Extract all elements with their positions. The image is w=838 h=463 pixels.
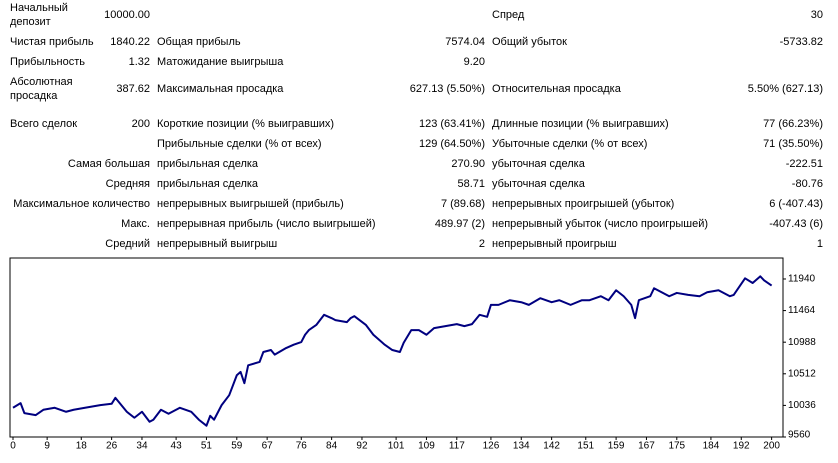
group-label: Средний [105,238,150,250]
stat-value: 7 (89.68) [440,198,485,210]
stat-label: Абсолютная просадка [10,76,73,102]
stat-label: Длинные позиции (% выигравших) [492,118,669,130]
x-tick-label: 84 [326,441,338,452]
stat-value: 1 [816,238,823,250]
x-tick-label: 159 [608,441,625,452]
stat-value: 1.32 [128,56,150,68]
stat-label: убыточная сделка [492,178,585,190]
stat-label: прибыльная сделка [157,178,259,190]
y-tick-label: 11940 [788,274,816,285]
group-label: Средняя [105,178,150,190]
stat-label: Относительная просадка [492,83,621,95]
x-tick-label: 51 [201,441,213,452]
stat-label: непрерывная прибыль (число выигрышей) [157,218,376,230]
x-tick-label: 0 [10,441,16,452]
x-tick-label: 67 [262,441,274,452]
balance-chart: Баланс / Средства / По ценам открытия (б… [9,257,816,452]
x-tick-label: 175 [668,441,685,452]
stat-value: 2 [478,238,485,250]
stat-value: 200 [131,118,150,130]
stat-value: -5733.82 [779,36,823,48]
x-tick-label: 200 [763,441,780,452]
stat-value: 627.13 (5.50%) [409,83,485,95]
stat-label: Максимальная просадка [157,83,284,95]
x-tick-label: 18 [76,441,88,452]
stat-label: Убыточные сделки (% от всех) [492,138,648,150]
stat-label: прибыльная сделка [157,158,259,170]
stat-label: Прибыльность [10,56,85,68]
y-tick-label: 10988 [788,337,816,348]
x-tick-label: 9 [44,441,50,452]
stat-label: Общий убыток [492,36,567,48]
stat-label: Всего сделок [10,118,78,130]
y-tick-label: 11464 [788,305,816,316]
stat-label: Начальный депозит [10,2,68,28]
stat-value: 489.97 (2) [434,218,485,230]
stat-label: непрерывных выигрышей (прибыль) [157,198,344,210]
x-tick-label: 142 [543,441,560,452]
stat-label: непрерывный выигрыш [157,238,278,250]
stat-label: Спред [492,9,525,21]
group-label: Максимальное количество [13,198,150,210]
stat-value: 123 (63.41%) [418,118,485,130]
stat-label: непрерывный проигрыш [492,238,617,250]
stat-value: -407.43 (6) [769,218,823,230]
x-tick-label: 109 [418,441,435,452]
stat-value: 387.62 [116,83,150,95]
stat-value: 71 (35.50%) [763,138,823,150]
x-tick-label: 184 [703,441,720,452]
stat-value: 6 (-407.43) [769,198,823,210]
group-label: Самая большая [67,158,150,170]
stat-value: 30 [810,9,823,21]
x-tick-label: 26 [106,441,118,452]
stat-value: 270.90 [451,158,485,170]
x-tick-label: 59 [231,441,243,452]
stat-value: 10000.00 [104,9,150,21]
y-tick-label: 10036 [788,400,816,411]
stat-label: Матожидание выигрыша [157,56,284,68]
stat-value: 58.71 [457,178,485,190]
x-tick-label: 167 [638,441,655,452]
stat-label: убыточная сделка [492,158,585,170]
stat-value: -80.76 [791,178,823,190]
stat-value: 7574.04 [445,36,485,48]
stat-value: 77 (66.23%) [763,118,823,130]
x-tick-label: 76 [296,441,308,452]
x-tick-label: 151 [577,441,594,452]
x-tick-label: 34 [136,441,148,452]
x-tick-label: 92 [356,441,368,452]
x-tick-label: 117 [449,441,465,452]
x-tick-label: 192 [733,441,750,452]
group-label: Макс. [121,218,150,230]
x-tick-label: 43 [171,441,183,452]
x-tick-label: 126 [483,441,500,452]
stat-label: Прибыльные сделки (% от всех) [157,138,322,150]
balance-line [12,275,773,427]
stat-value: 129 (64.50%) [418,138,485,150]
y-tick-label: 10512 [788,368,816,379]
stat-label: непрерывный убыток (число проигрышей) [492,218,709,230]
stat-label: Общая прибыль [157,36,241,48]
stat-label: Чистая прибыль [10,36,94,48]
stat-value: -222.51 [785,158,823,170]
y-tick-label: 9560 [788,430,811,441]
stat-value: 5.50% (627.13) [747,83,823,95]
x-tick-label: 134 [513,441,530,452]
stat-value: 1840.22 [110,36,150,48]
stat-label: непрерывных проигрышей (убыток) [492,198,675,210]
stat-value: 9.20 [463,56,485,68]
x-tick-label: 101 [388,441,405,452]
stat-label: Короткие позиции (% выигравших) [157,118,335,130]
